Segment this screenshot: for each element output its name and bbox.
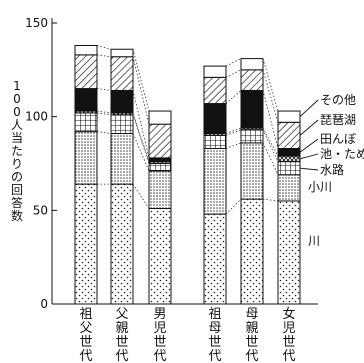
- legend-leader-line: [299, 138, 319, 153]
- connector-line: [225, 198, 242, 215]
- category-label: 女児世代: [282, 306, 295, 363]
- bar-segment: [148, 163, 172, 172]
- y-tick-label: 50: [33, 203, 48, 217]
- connector-line: [225, 142, 242, 149]
- connector-line: [96, 131, 112, 134]
- connector-line: [262, 198, 279, 202]
- legend-label: 川: [308, 234, 320, 248]
- y-tick-label: 0: [40, 297, 48, 311]
- bar-segment: [277, 110, 301, 123]
- bar-segment: [203, 148, 227, 215]
- bar-segment: [277, 174, 301, 202]
- bar-segment: [110, 183, 134, 305]
- bars: [74, 44, 301, 305]
- legend-leader-line: [299, 167, 319, 171]
- connector-line: [225, 69, 242, 78]
- connector-line: [132, 114, 150, 164]
- connector-line: [262, 58, 279, 112]
- category-label: 祖父世代: [79, 307, 92, 363]
- connector-line: [96, 45, 112, 50]
- bar-segment: [277, 161, 301, 176]
- bar-segment: [148, 170, 172, 209]
- connector-line: [262, 129, 279, 162]
- connector-line: [96, 54, 112, 58]
- connector-line: [262, 69, 279, 123]
- connector-line: [132, 183, 150, 209]
- bar-segment: [110, 89, 134, 114]
- connector-line: [225, 129, 242, 136]
- connector-lines: [96, 45, 279, 215]
- bar-segment: [148, 123, 172, 159]
- connector-line: [262, 90, 279, 149]
- legend-label: 琵琶湖: [320, 112, 356, 127]
- connector-line: [225, 90, 242, 104]
- y-axis-label: 1 0 0 人当たりの回答数: [11, 79, 23, 223]
- bar-segment: [277, 121, 301, 150]
- bar-segment: [203, 65, 227, 78]
- bar-segment: [203, 76, 227, 105]
- connector-line: [96, 110, 112, 114]
- bar-segment: [240, 129, 264, 144]
- legend-label: 水路: [320, 162, 344, 177]
- bar-segment: [148, 207, 172, 305]
- bar-segment: [74, 54, 98, 90]
- connector-line: [132, 112, 150, 162]
- legend-label: その他: [320, 93, 356, 107]
- bar-segment: [74, 44, 98, 56]
- legend-label: 池・ため池: [320, 147, 364, 161]
- connector-line: [132, 56, 150, 125]
- y-tick-label: 150: [25, 16, 48, 30]
- bar-segment: [277, 155, 301, 163]
- bar-segment: [74, 88, 98, 112]
- category-label: 男児世代: [153, 307, 166, 363]
- category-labels: 祖父世代 父親世代 男児世代 祖母世代 母親世代 女児世代: [79, 306, 295, 363]
- bar-segment: [74, 112, 98, 133]
- bar-segment: [240, 89, 264, 129]
- connector-line: [96, 88, 112, 91]
- y-axis-title: 1 0 0 人当たりの回答数: [11, 79, 23, 223]
- bar-segment: [110, 56, 134, 91]
- bar-segment: [74, 183, 98, 305]
- bar-segment: [148, 110, 172, 125]
- legend-label: 田んぼ: [320, 132, 356, 146]
- y-ticks: 0 50 100 150: [25, 16, 57, 311]
- bar-segment: [203, 134, 227, 150]
- bar-segment: [240, 198, 264, 305]
- bar-segment: [203, 213, 227, 305]
- connector-line: [262, 142, 279, 175]
- connector-line: [132, 90, 150, 158]
- category-label: 父親世代: [115, 307, 128, 363]
- connector-line: [225, 58, 242, 67]
- connector-line: [132, 49, 150, 112]
- connector-line: [225, 127, 242, 134]
- legend-leader-line: [299, 119, 319, 136]
- legend-leader-line: [299, 99, 319, 117]
- bar-segment: [240, 142, 264, 200]
- legend-label: 小川: [308, 180, 332, 194]
- category-label: 祖母世代: [208, 307, 221, 363]
- connector-line: [96, 112, 112, 116]
- category-label: 母親世代: [245, 307, 258, 363]
- bar-segment: [148, 157, 172, 163]
- bar-segment: [277, 200, 301, 305]
- bar-segment: [74, 131, 98, 185]
- bar-segment: [110, 133, 134, 185]
- bar-segment: [240, 58, 264, 71]
- bar-segment: [110, 114, 134, 135]
- bar-segment: [110, 48, 134, 58]
- bar-segment: [277, 148, 301, 157]
- bar-segment: [203, 103, 227, 135]
- bar-segment: [240, 69, 264, 91]
- connector-line: [262, 127, 279, 157]
- y-tick-label: 100: [25, 110, 48, 124]
- legend-leader-line: [299, 153, 319, 160]
